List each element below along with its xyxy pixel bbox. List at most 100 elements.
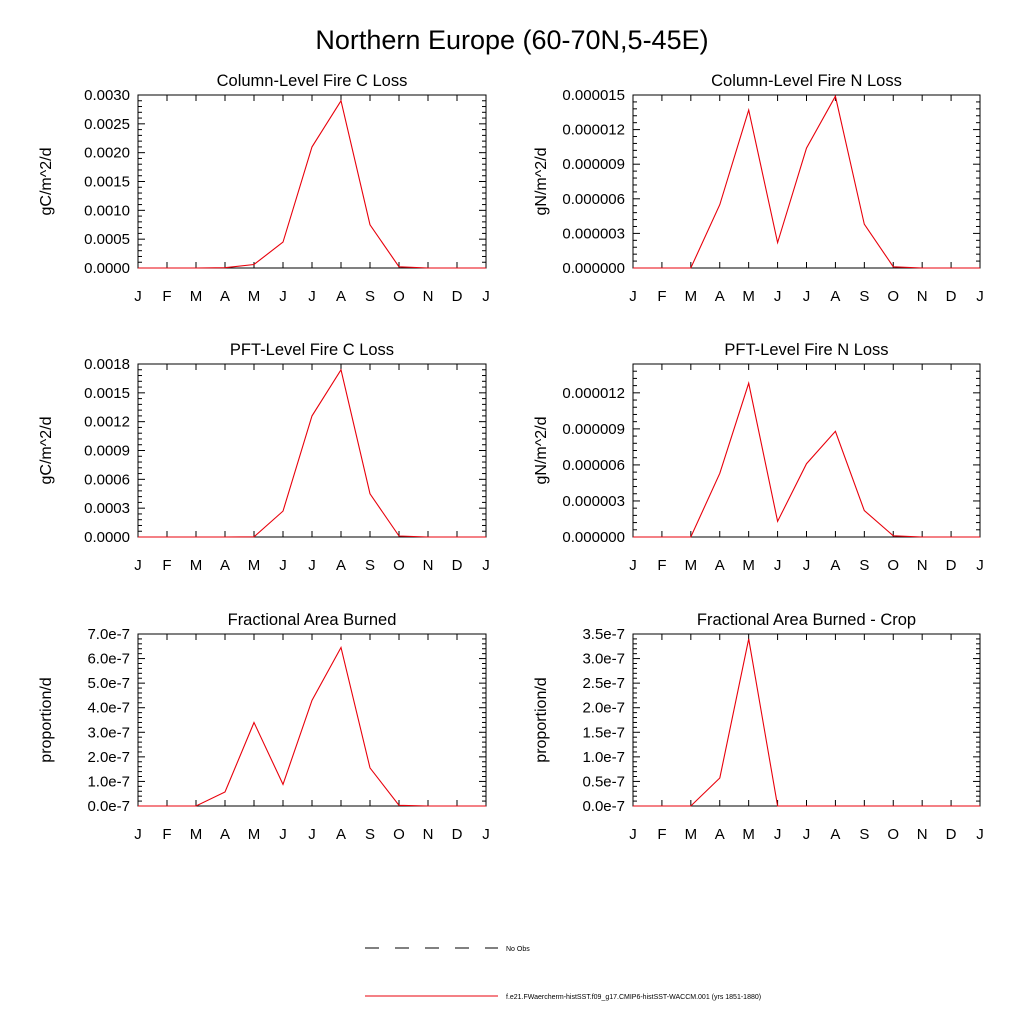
x-tick-label: A	[830, 288, 840, 305]
series-line	[633, 638, 980, 807]
y-axis-label: gC/m^2/d	[38, 417, 55, 485]
x-tick-label: M	[190, 557, 203, 574]
y-axis-label: proportion/d	[533, 677, 550, 762]
series-line	[138, 645, 486, 807]
x-tick-label: M	[742, 557, 755, 574]
x-tick-label: J	[629, 288, 637, 305]
x-tick-label: M	[742, 288, 755, 305]
x-tick-label: J	[134, 288, 142, 305]
x-tick-label: O	[393, 557, 405, 574]
x-tick-label: J	[308, 826, 316, 843]
y-tick-label: 0.0e-7	[582, 798, 625, 815]
x-tick-label: S	[859, 288, 869, 305]
x-tick-label: M	[685, 288, 698, 305]
x-tick-label: D	[946, 826, 957, 843]
y-axis-label: proportion/d	[38, 677, 55, 762]
x-tick-label: O	[393, 826, 405, 843]
x-tick-label: J	[803, 557, 811, 574]
series-line	[633, 94, 980, 269]
x-tick-label: M	[190, 826, 203, 843]
y-tick-label: 0.0e-7	[87, 798, 130, 815]
x-tick-label: D	[452, 826, 463, 843]
y-tick-label: 0.000003	[562, 225, 625, 242]
x-tick-label: F	[657, 288, 666, 305]
y-tick-label: 0.000006	[562, 457, 625, 474]
y-tick-label: 0.0009	[84, 443, 130, 460]
y-tick-label: 0.000000	[562, 260, 625, 277]
x-tick-label: J	[279, 826, 287, 843]
panel-title: Fractional Area Burned	[228, 611, 397, 629]
x-tick-label: A	[336, 826, 346, 843]
x-tick-label: M	[190, 288, 203, 305]
x-tick-label: N	[423, 288, 434, 305]
x-tick-label: A	[336, 557, 346, 574]
x-tick-label: D	[452, 288, 463, 305]
x-tick-label: O	[393, 288, 405, 305]
panel-title: Fractional Area Burned - Crop	[697, 611, 916, 629]
x-tick-label: D	[946, 557, 957, 574]
y-tick-label: 5.0e-7	[87, 675, 130, 692]
x-tick-label: S	[365, 826, 375, 843]
x-tick-label: J	[976, 557, 984, 574]
y-tick-label: 0.0006	[84, 471, 130, 488]
x-tick-label: S	[365, 288, 375, 305]
x-tick-label: A	[220, 557, 230, 574]
x-tick-label: J	[803, 288, 811, 305]
plot-frame	[632, 94, 981, 269]
x-tick-label: J	[629, 557, 637, 574]
x-tick-label: N	[423, 826, 434, 843]
x-tick-label: F	[162, 826, 171, 843]
y-tick-label: 0.0030	[84, 87, 130, 104]
y-tick-label: 0.000012	[562, 385, 625, 402]
y-tick-label: 0.000000	[562, 529, 625, 546]
series-line	[138, 368, 486, 538]
plot-frame	[632, 363, 981, 538]
x-tick-label: J	[279, 557, 287, 574]
legend: No Obs f.e21.FWaercherm-histSST.f09_g17.…	[365, 946, 761, 1001]
y-tick-label: 3.0e-7	[582, 651, 625, 668]
x-tick-label: A	[830, 826, 840, 843]
panel-title: PFT-Level Fire C Loss	[230, 341, 394, 359]
x-tick-label: A	[336, 288, 346, 305]
x-tick-label: M	[248, 826, 261, 843]
x-tick-label: J	[308, 557, 316, 574]
x-tick-label: M	[685, 557, 698, 574]
x-tick-label: S	[859, 557, 869, 574]
plot-frame	[137, 363, 487, 538]
x-tick-label: N	[917, 557, 928, 574]
x-tick-label: D	[452, 557, 463, 574]
x-tick-label: J	[774, 557, 782, 574]
y-tick-label: 3.5e-7	[582, 626, 625, 643]
figure-title: Northern Europe (60-70N,5-45E)	[315, 25, 708, 55]
x-tick-label: J	[482, 288, 490, 305]
x-tick-label: J	[774, 288, 782, 305]
y-tick-label: 0.0003	[84, 500, 130, 517]
x-tick-label: M	[248, 288, 261, 305]
y-tick-label: 0.000015	[562, 87, 625, 104]
y-tick-label: 1.0e-7	[582, 749, 625, 766]
x-tick-label: A	[220, 826, 230, 843]
y-axis-label: gN/m^2/d	[533, 148, 550, 216]
x-tick-label: J	[629, 826, 637, 843]
x-tick-label: O	[887, 557, 899, 574]
x-tick-label: F	[657, 826, 666, 843]
y-tick-label: 2.5e-7	[582, 675, 625, 692]
x-tick-label: J	[308, 288, 316, 305]
x-tick-label: N	[423, 557, 434, 574]
x-tick-label: S	[365, 557, 375, 574]
x-tick-label: J	[279, 288, 287, 305]
y-tick-label: 2.0e-7	[582, 700, 625, 717]
x-tick-label: N	[917, 826, 928, 843]
x-tick-label: J	[803, 826, 811, 843]
y-tick-label: 1.5e-7	[582, 724, 625, 741]
x-tick-label: D	[946, 288, 957, 305]
x-tick-label: S	[859, 826, 869, 843]
y-tick-label: 0.0012	[84, 414, 130, 431]
y-tick-label: 0.000003	[562, 493, 625, 510]
y-tick-label: 6.0e-7	[87, 651, 130, 668]
